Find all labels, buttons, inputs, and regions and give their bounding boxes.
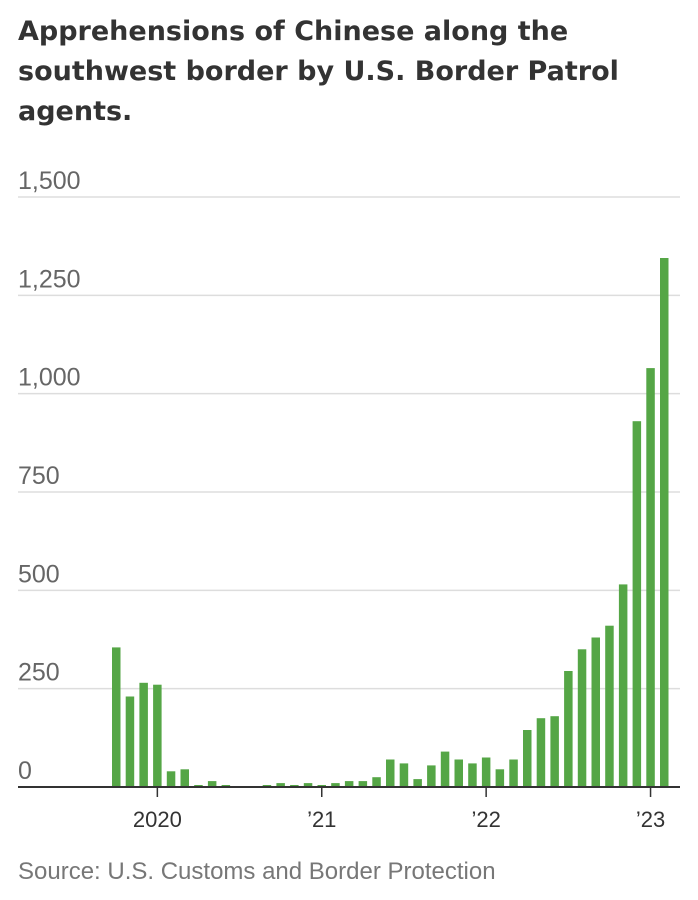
y-tick-label: 1,000 <box>18 364 81 392</box>
bar <box>605 625 614 787</box>
bar <box>413 779 422 787</box>
y-tick-label: 1,500 <box>18 167 81 195</box>
bar <box>166 771 176 787</box>
bar <box>495 769 505 787</box>
source-note: Source: U.S. Customs and Border Protecti… <box>18 858 496 885</box>
bar <box>440 751 450 787</box>
bar <box>153 684 162 787</box>
bar <box>632 421 642 787</box>
y-tick-label: 250 <box>18 659 60 687</box>
bar <box>207 781 217 787</box>
y-tick-label: 0 <box>18 757 32 785</box>
chart-area: 0 250 500 750 1,000 1,250 1,500 2020 ’21 ’22 ’23 <box>0 160 698 855</box>
y-tick-label: 1,250 <box>18 265 81 293</box>
bar <box>646 368 655 787</box>
bar <box>358 781 368 787</box>
chart-title: Apprehensions of Chinese along the south… <box>18 16 619 127</box>
bar <box>276 783 285 787</box>
bar <box>550 716 559 787</box>
bar <box>427 765 436 787</box>
x-tick-label: 2020 <box>133 807 182 832</box>
bar <box>372 777 381 787</box>
y-tick-label: 500 <box>18 560 60 588</box>
bar <box>481 757 491 787</box>
bar-chart: 0 250 500 750 1,000 1,250 1,500 2020 ’21 ’22 ’23 <box>18 167 680 832</box>
x-tick-label: ’23 <box>636 807 665 832</box>
bar <box>523 730 532 787</box>
bar <box>180 769 189 787</box>
bar <box>125 696 135 787</box>
bar <box>303 783 313 787</box>
bar <box>591 637 600 787</box>
bar <box>454 759 463 787</box>
bar <box>399 763 409 787</box>
x-tick-label: ’22 <box>471 807 500 832</box>
bar <box>468 763 477 787</box>
bar <box>139 682 148 787</box>
bar <box>577 649 587 787</box>
y-tick-label: 750 <box>18 462 60 490</box>
bar <box>536 718 546 787</box>
bar <box>112 647 121 787</box>
bar <box>344 781 354 787</box>
bar <box>386 759 395 787</box>
bar <box>660 258 669 787</box>
x-tick-label: ’21 <box>307 807 336 832</box>
bar <box>331 783 340 787</box>
bar <box>509 759 518 787</box>
bar <box>564 671 573 787</box>
bar <box>618 584 628 787</box>
